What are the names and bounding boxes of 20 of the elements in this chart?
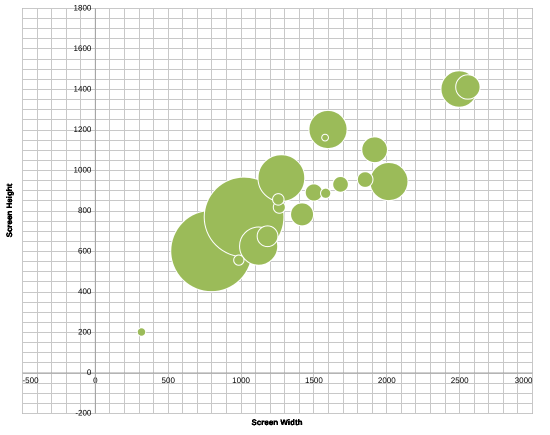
y-tick-label: 600	[78, 246, 92, 256]
y-tick-label: 200	[78, 328, 92, 336]
y-axis-title: Screen Height	[5, 183, 14, 238]
y-tick-label: 1600	[74, 44, 92, 53]
x-tick-label: -500	[22, 376, 40, 385]
x-tick-label: 2500	[450, 376, 470, 385]
y-tick-label: 0	[86, 368, 92, 377]
x-tick-label: 2000	[378, 376, 396, 385]
y-tick-label: -200	[75, 408, 92, 418]
x-axis-title: Screen Width	[251, 418, 303, 427]
y-tick-label: 800	[78, 206, 92, 215]
x-tick-label: 3000	[514, 376, 534, 385]
x-tick-label: 1500	[305, 376, 324, 385]
x-tick-label: 500	[162, 376, 176, 385]
x-tick-label: 1000	[232, 376, 251, 385]
y-tick-label: 1800	[74, 4, 92, 12]
y-tick-label: 1000	[74, 166, 92, 174]
y-tick-label: 400	[78, 287, 92, 296]
y-tick-label: 1200	[74, 125, 92, 134]
y-tick-label: 1400	[74, 84, 92, 94]
